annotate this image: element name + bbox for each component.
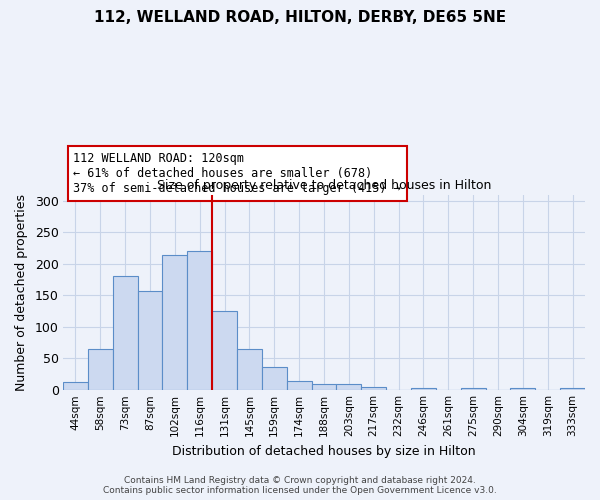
Y-axis label: Number of detached properties: Number of detached properties — [15, 194, 28, 391]
Bar — [262, 366, 287, 390]
Bar — [88, 349, 113, 390]
Bar — [137, 291, 163, 390]
Bar — [337, 384, 361, 390]
Bar — [237, 349, 262, 390]
Bar — [461, 388, 485, 390]
Bar — [560, 388, 585, 390]
Bar — [411, 388, 436, 390]
Bar — [287, 381, 311, 390]
Bar — [361, 386, 386, 390]
Text: Contains HM Land Registry data © Crown copyright and database right 2024.
Contai: Contains HM Land Registry data © Crown c… — [103, 476, 497, 495]
Bar — [212, 311, 237, 390]
Bar — [511, 388, 535, 390]
Bar — [63, 382, 88, 390]
X-axis label: Distribution of detached houses by size in Hilton: Distribution of detached houses by size … — [172, 444, 476, 458]
Bar — [187, 252, 212, 390]
Text: 112, WELLAND ROAD, HILTON, DERBY, DE65 5NE: 112, WELLAND ROAD, HILTON, DERBY, DE65 5… — [94, 10, 506, 25]
Title: Size of property relative to detached houses in Hilton: Size of property relative to detached ho… — [157, 179, 491, 192]
Text: 112 WELLAND ROAD: 120sqm
← 61% of detached houses are smaller (678)
37% of semi-: 112 WELLAND ROAD: 120sqm ← 61% of detach… — [73, 152, 401, 195]
Bar — [163, 254, 187, 390]
Bar — [113, 276, 137, 390]
Bar — [311, 384, 337, 390]
